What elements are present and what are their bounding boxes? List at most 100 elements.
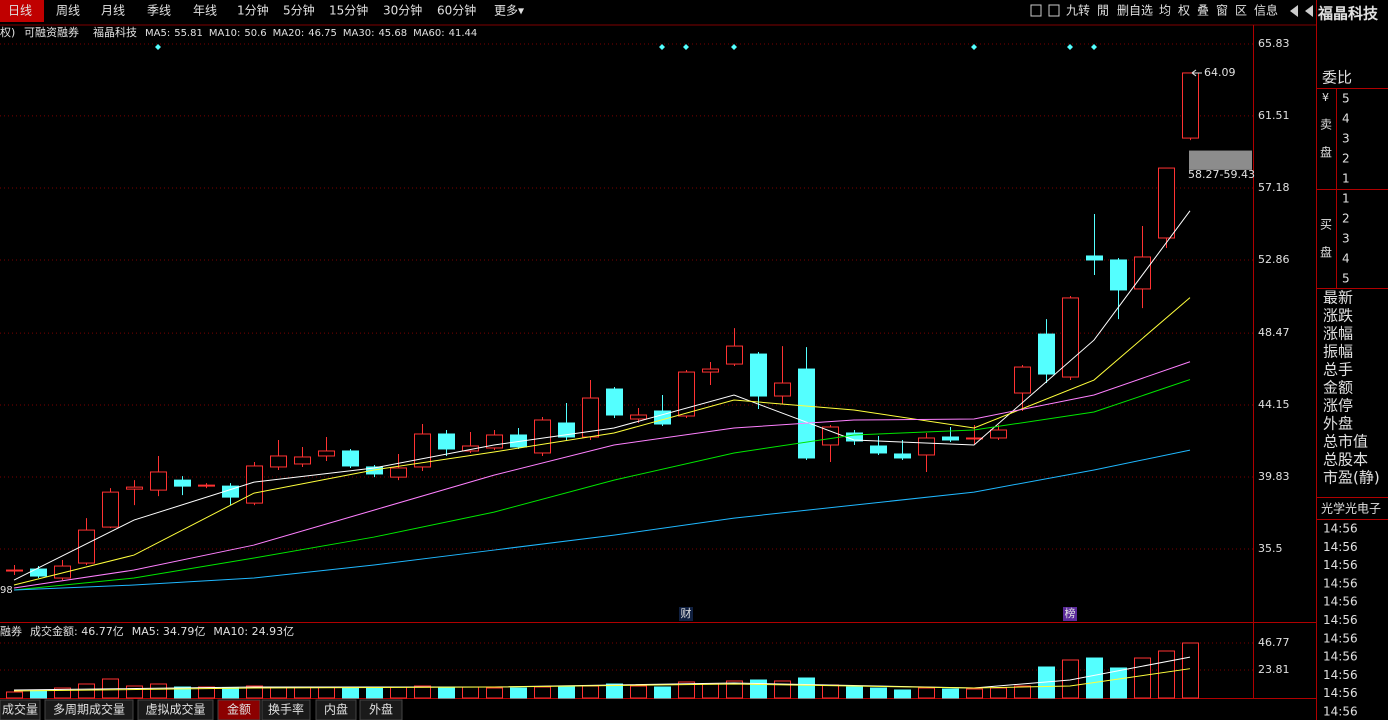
tool-icon[interactable]	[1048, 4, 1060, 17]
candle-body	[1158, 167, 1175, 239]
candle-body	[126, 486, 143, 490]
info-prefix: 权)	[0, 26, 15, 39]
toolbar-tab[interactable]: 年线	[193, 4, 217, 18]
candle-body	[990, 429, 1007, 439]
volume-bar	[846, 686, 863, 699]
legend-name: MA5:	[145, 28, 170, 39]
toolbar-tool[interactable]: 九转	[1066, 3, 1090, 18]
event-label[interactable]: 财	[681, 606, 692, 620]
ma-line	[13, 297, 1191, 586]
toolbar-tool[interactable]: 信息	[1254, 3, 1278, 18]
volume-bar	[54, 687, 71, 699]
toolbar-tab[interactable]: 日线	[8, 4, 32, 18]
tick-time: 14:56	[1323, 705, 1358, 719]
volume-bar	[198, 686, 215, 699]
bottom-tab[interactable]: 金额	[227, 702, 251, 717]
y-tick-label: 61.51	[1258, 109, 1290, 122]
volume-bar	[510, 687, 527, 699]
legend-value: 50.6	[244, 28, 266, 39]
toolbar-tab[interactable]: 月线	[101, 4, 125, 18]
sell-level: 1	[1342, 172, 1350, 186]
stock-name: 福晶科技	[1317, 5, 1379, 23]
toolbar-tab[interactable]: 季线	[147, 4, 171, 18]
bottom-tab[interactable]: 多周期成交量	[53, 702, 125, 717]
tab-active	[0, 0, 44, 22]
bottom-tab-bg	[261, 699, 311, 720]
toolbar-tool[interactable]: 均	[1159, 4, 1171, 18]
volume-bar	[582, 685, 599, 699]
candle-body	[1086, 255, 1103, 261]
volume-bar	[894, 689, 911, 699]
buy-level: 2	[1342, 212, 1350, 226]
y-tick-label: 44.15	[1258, 398, 1290, 411]
toolbar-tab[interactable]: 更多▾	[494, 4, 524, 18]
event-label[interactable]: 榜	[1065, 606, 1076, 620]
quote-field: 市盈(静)	[1323, 469, 1380, 487]
info-tag: 可融资融券	[24, 25, 79, 39]
last-label: 64.09	[1204, 66, 1236, 79]
toolbar-tab[interactable]: 30分钟	[383, 3, 422, 18]
legend-value: 41.44	[449, 28, 478, 39]
quote-field: 总手	[1323, 361, 1353, 379]
industry: 光学光电子	[1321, 501, 1381, 516]
bottom-tab[interactable]: 内盘	[324, 702, 348, 717]
tick-time: 14:56	[1323, 650, 1358, 664]
tick-time: 14:56	[1323, 540, 1358, 554]
tool-icon[interactable]	[1030, 4, 1042, 17]
toolbar-tool[interactable]: 窗	[1216, 4, 1228, 18]
volume-bar	[798, 677, 815, 699]
tick-time: 14:56	[1323, 595, 1358, 609]
toolbar-tab[interactable]: 周线	[56, 4, 80, 18]
quote-field: 涨跌	[1323, 307, 1353, 325]
candle-body	[942, 436, 959, 441]
cut-label: 98	[0, 585, 13, 596]
toolbar-tab[interactable]: 15分钟	[329, 3, 368, 18]
candle-body	[366, 466, 383, 475]
tick-time: 14:56	[1323, 668, 1358, 682]
volume-bar	[1014, 685, 1031, 699]
bottom-tab[interactable]: 外盘	[369, 702, 393, 717]
y-tick-label: 23.81	[1258, 663, 1290, 676]
volume-bar	[1158, 650, 1175, 699]
bottom-tab[interactable]: 成交量	[2, 702, 38, 717]
volume-bar	[966, 688, 983, 699]
tick-time: 14:56	[1323, 631, 1358, 645]
volume-bar	[534, 686, 551, 699]
bottom-tab[interactable]: 虚拟成交量	[145, 702, 205, 717]
toolbar-tab[interactable]: 1分钟	[237, 3, 269, 18]
volume-header: 成交金额: 46.77亿	[30, 624, 124, 638]
y-tick-label: 48.47	[1258, 326, 1290, 339]
candle-body	[1134, 256, 1151, 290]
volume-header: MA5: 34.79亿	[132, 625, 206, 638]
volume-bar	[1134, 657, 1151, 699]
ma-line	[13, 668, 1191, 692]
toolbar-tool[interactable]: 删自选	[1117, 4, 1153, 18]
candle-body	[6, 569, 23, 572]
volume-header: 融券	[0, 624, 22, 638]
nav-arrows[interactable]	[1290, 5, 1313, 17]
sell-label: 盘	[1320, 145, 1332, 160]
volume-bar	[78, 683, 95, 699]
toolbar-tab[interactable]: 60分钟	[437, 3, 476, 18]
candle-body	[966, 437, 983, 440]
toolbar-tool[interactable]: 区	[1235, 4, 1247, 18]
candle-body	[1038, 333, 1055, 375]
toolbar-tool[interactable]: 叠	[1197, 4, 1209, 18]
volume-bar	[654, 686, 671, 699]
volume-bar	[870, 687, 887, 699]
sell-level: 4	[1342, 112, 1350, 126]
candle-body	[102, 491, 119, 528]
quote-field: 金额	[1323, 379, 1353, 397]
candle-body	[462, 445, 479, 452]
volume-bar	[990, 687, 1007, 699]
bottom-tab[interactable]: 换手率	[268, 702, 304, 717]
buy-label: 盘	[1320, 245, 1332, 260]
toolbar-tool[interactable]: 权	[1178, 4, 1190, 18]
volume-bar	[1182, 642, 1199, 699]
candle-body	[702, 368, 719, 373]
candle-body	[198, 484, 215, 487]
toolbar-tab[interactable]: 5分钟	[283, 3, 315, 18]
quote-field: 外盘	[1323, 415, 1353, 433]
toolbar-tool[interactable]: 閒	[1097, 4, 1109, 18]
